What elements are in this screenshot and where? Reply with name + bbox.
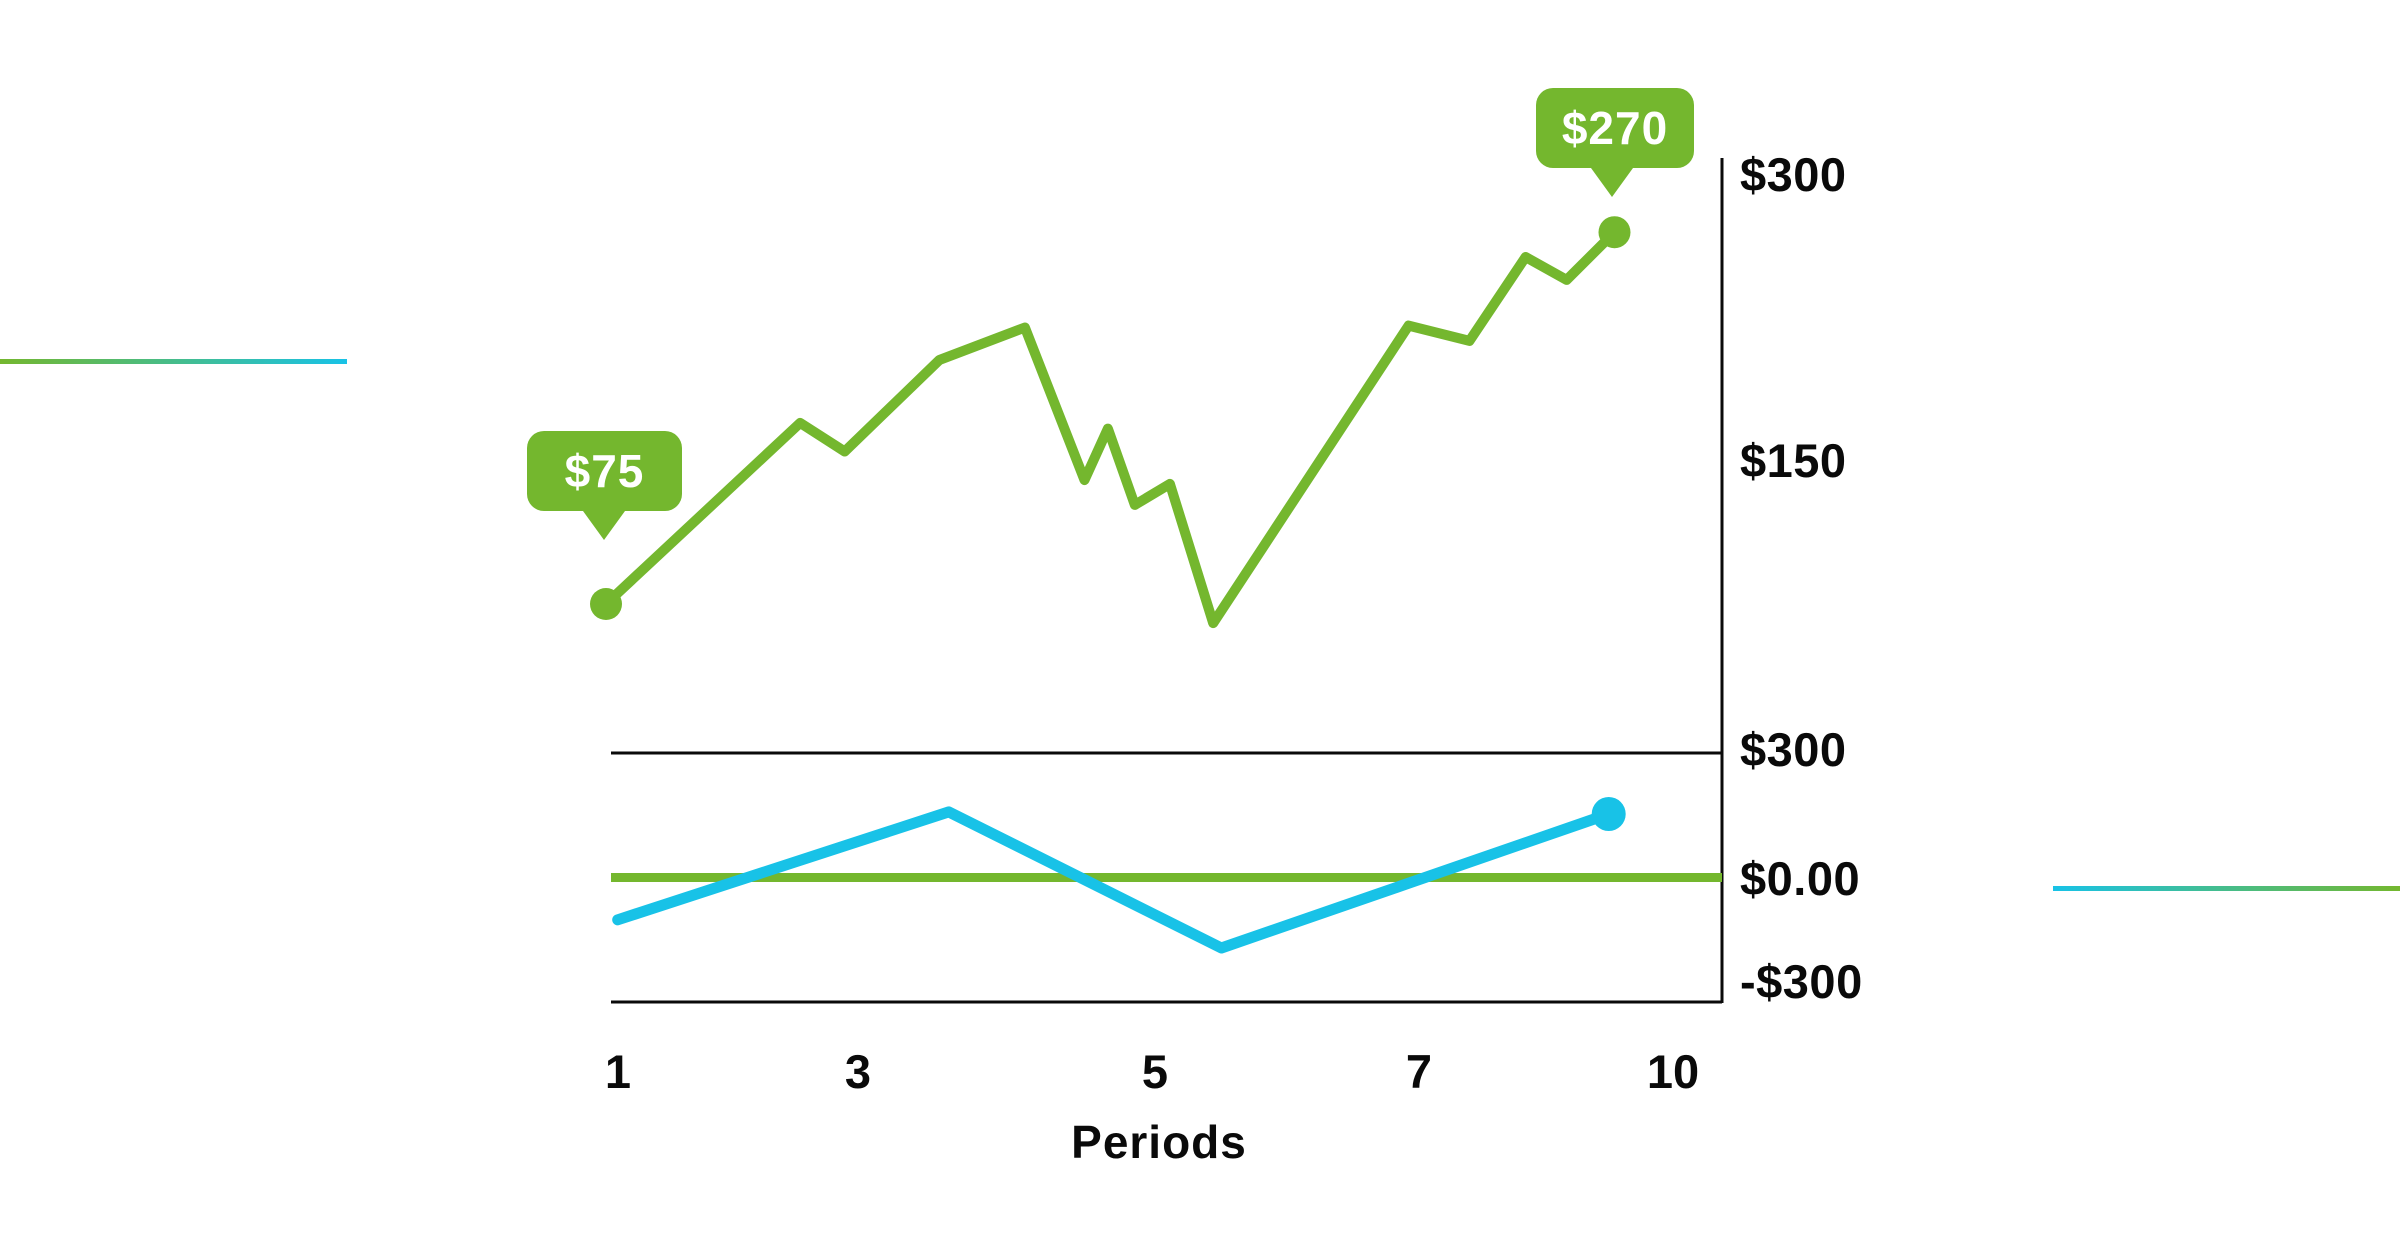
x-axis-title: Periods bbox=[1071, 1116, 1247, 1168]
lower-y-label-neg300: -$300 bbox=[1740, 955, 1863, 1008]
right-gradient-line bbox=[2053, 886, 2400, 891]
upper-y-label-300: $300 bbox=[1740, 148, 1847, 201]
left-gradient-line bbox=[0, 359, 347, 364]
blue-line-series bbox=[612, 806, 1615, 954]
blue-end-point bbox=[1591, 797, 1626, 831]
callout-pointer-down-icon bbox=[1591, 168, 1633, 197]
x-tick-1: 1 bbox=[604, 1045, 632, 1098]
green-end-point bbox=[1598, 216, 1631, 249]
lower-y-label-zero: $0.00 bbox=[1740, 852, 1861, 905]
value-callout-end-label: $270 bbox=[1561, 102, 1669, 154]
x-tick-10: 10 bbox=[1646, 1045, 1700, 1098]
callout-pointer-down-icon bbox=[583, 511, 625, 540]
value-callout-start-label: $75 bbox=[564, 445, 645, 497]
value-callout-end: $270 bbox=[1536, 88, 1694, 197]
x-tick-5: 5 bbox=[1141, 1045, 1169, 1098]
green-line-series bbox=[601, 227, 1620, 629]
x-tick-3: 3 bbox=[844, 1045, 872, 1098]
value-callout-start: $75 bbox=[527, 431, 682, 540]
x-tick-7: 7 bbox=[1405, 1045, 1433, 1098]
lower-y-label-300: $300 bbox=[1740, 723, 1847, 776]
upper-y-label-150: $150 bbox=[1740, 434, 1847, 487]
green-start-point bbox=[590, 588, 622, 620]
